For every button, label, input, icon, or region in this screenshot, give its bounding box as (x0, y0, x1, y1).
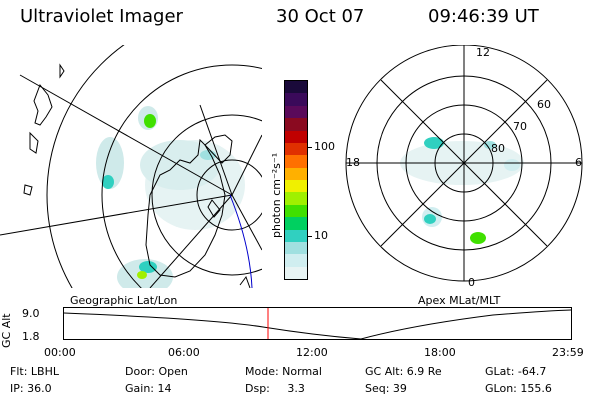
mlt-label-18: 18 (346, 156, 360, 169)
lat-label-80: 80 (491, 142, 505, 155)
altitude-ytick-top: 9.0 (22, 307, 40, 320)
date-label: 30 Oct 07 (276, 6, 365, 27)
door-info: Door: Open (125, 365, 188, 378)
lat-label-60: 60 (537, 98, 551, 111)
altitude-xtick-1: 06:00 (168, 346, 200, 359)
colorbar-swatch-10 (285, 204, 307, 218)
lat-label-70: 70 (513, 120, 527, 133)
altitude-xtick-4: 23:59 (552, 346, 584, 359)
mlt-label-12: 12 (476, 46, 490, 59)
gc-alt-info: GC Alt: 6.9 Re (365, 365, 442, 378)
colorbar-tick-label-100: 100 (314, 140, 335, 153)
seq-info: Seq: 39 (365, 382, 407, 395)
aurora-speckle-right (400, 137, 524, 244)
colorbar-tick-100 (307, 147, 312, 148)
colorbar-swatch-0 (285, 81, 307, 94)
mode-info: Mode: Normal (245, 365, 322, 378)
time-label: 09:46:39 UT (428, 6, 539, 27)
left-panel-label: Geographic Lat/Lon (70, 294, 178, 307)
ip-info: IP: 36.0 (10, 382, 52, 395)
colorbar (284, 80, 308, 280)
colorbar-swatch-4 (285, 130, 307, 143)
instrument-title: Ultraviolet Imager (20, 6, 183, 27)
colorbar-swatch-9 (285, 192, 307, 205)
altitude-xtick-2: 12:00 (296, 346, 328, 359)
altitude-ylabel: GC Alt (0, 313, 13, 348)
colorbar-swatch-2 (285, 105, 307, 119)
glon-info: GLon: 155.6 (485, 382, 552, 395)
altitude-plot (63, 307, 572, 340)
colorbar-tick-label-10: 10 (314, 229, 328, 242)
altitude-xtick-3: 18:00 (424, 346, 456, 359)
colorbar-swatch-8 (285, 180, 307, 193)
polar-plot (345, 45, 583, 282)
colorbar-swatch-15 (285, 266, 307, 279)
colorbar-swatch-13 (285, 241, 307, 255)
colorbar-tick-10 (307, 236, 312, 237)
colorbar-swatch-12 (285, 229, 307, 242)
filter-info: Flt: LBHL (10, 365, 59, 378)
glat-info: GLat: -64.7 (485, 365, 547, 378)
colorbar-swatch-5 (285, 142, 307, 156)
gain-info: Gain: 14 (125, 382, 172, 395)
altitude-ytick-bottom: 1.8 (22, 330, 40, 343)
colorbar-swatch-6 (285, 155, 307, 168)
colorbar-unit-label: photon cm⁻²s⁻¹ (270, 152, 283, 238)
mlt-label-6: 6 (575, 156, 582, 169)
altitude-xtick-0: 00:00 (44, 346, 76, 359)
colorbar-swatch-3 (285, 118, 307, 131)
colorbar-swatch-7 (285, 167, 307, 180)
colorbar-swatch-11 (285, 217, 307, 230)
mlt-label-0: 0 (468, 276, 475, 289)
dsp-info: Dsp: 3.3 (245, 382, 305, 395)
geographic-map (0, 45, 262, 288)
right-panel-label: Apex MLat/MLT (418, 294, 501, 307)
colorbar-swatch-14 (285, 254, 307, 267)
colorbar-swatch-1 (285, 93, 307, 106)
